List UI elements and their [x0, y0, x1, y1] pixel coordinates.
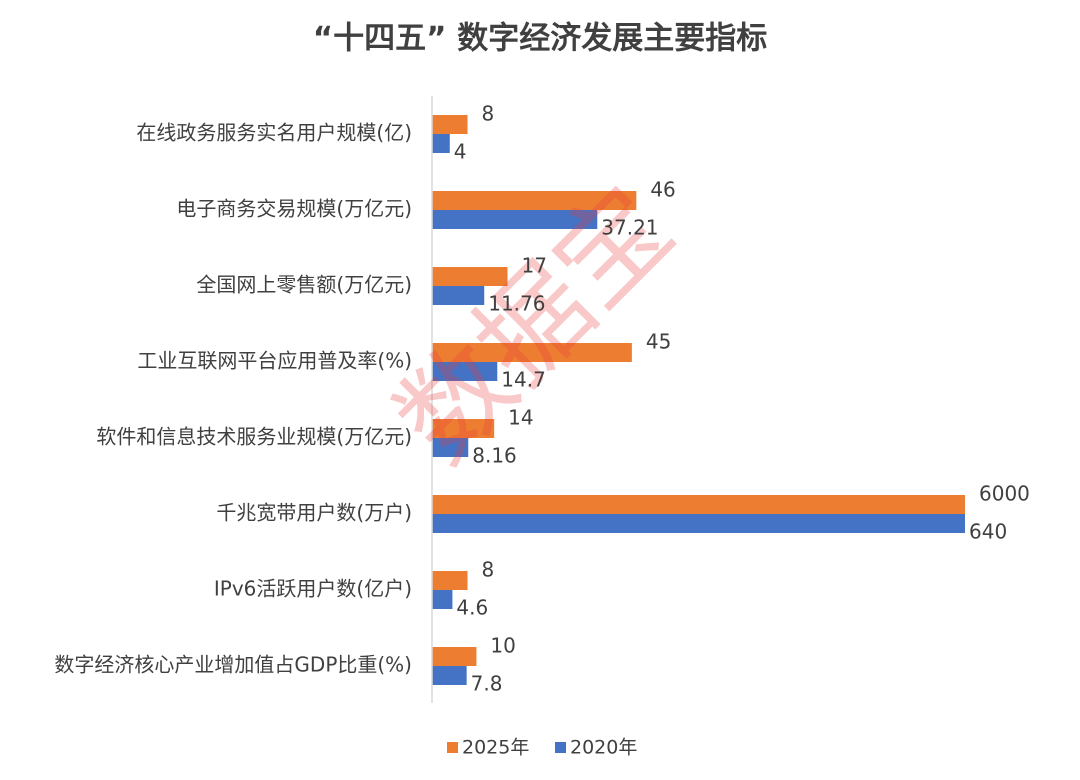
value-label: 4.6	[456, 596, 488, 620]
bar	[432, 666, 467, 685]
bar	[432, 438, 469, 457]
y-tick-label: 千兆宽带用户数(万户)	[216, 501, 412, 525]
bar	[432, 267, 508, 286]
value-label: 4	[454, 140, 467, 164]
value-label: 11.76	[488, 292, 545, 316]
y-tick-label: 数字经济核心产业增加值占GDP比重(%)	[54, 653, 412, 677]
value-label: 8	[482, 102, 495, 126]
bar	[432, 343, 632, 362]
bar	[432, 590, 453, 609]
bar	[432, 191, 637, 210]
value-label: 7.8	[471, 672, 503, 696]
value-label: 8.16	[472, 444, 517, 468]
y-tick-label: 全国网上零售额(万亿元)	[196, 273, 412, 297]
value-label: 8	[482, 558, 495, 582]
bar	[432, 362, 498, 381]
legend-label: 2020年	[570, 737, 637, 759]
bar	[432, 134, 450, 153]
value-label: 14	[508, 406, 533, 430]
value-label: 46	[650, 178, 675, 202]
value-label: 14.7	[501, 368, 546, 392]
bar	[432, 647, 477, 666]
chart-title: “十四五” 数字经济发展主要指标	[313, 21, 768, 57]
legend-swatch	[447, 742, 458, 753]
value-label: 45	[646, 330, 671, 354]
plot-area	[432, 115, 965, 685]
legend-label: 2025年	[462, 737, 529, 759]
y-tick-label: 在线政务服务实名用户规模(亿)	[136, 121, 412, 145]
bar	[432, 514, 965, 533]
value-label: 37.21	[601, 216, 658, 240]
bar	[432, 571, 468, 590]
y-tick-label: 工业互联网平台应用普及率(%)	[137, 349, 412, 373]
value-label: 17	[522, 254, 547, 278]
bar	[432, 419, 495, 438]
bar	[432, 115, 468, 134]
legend-swatch	[555, 742, 566, 753]
value-label: 6000	[979, 482, 1030, 506]
bar	[432, 210, 598, 229]
bar	[432, 495, 965, 514]
y-tick-label: 电子商务交易规模(万亿元)	[176, 197, 412, 221]
y-tick-label: 软件和信息技术服务业规模(万亿元)	[96, 425, 412, 449]
y-tick-label: IPv6活跃用户数(亿户)	[214, 577, 412, 601]
bar	[432, 286, 485, 305]
value-label: 640	[969, 520, 1007, 544]
value-label: 10	[490, 634, 515, 658]
